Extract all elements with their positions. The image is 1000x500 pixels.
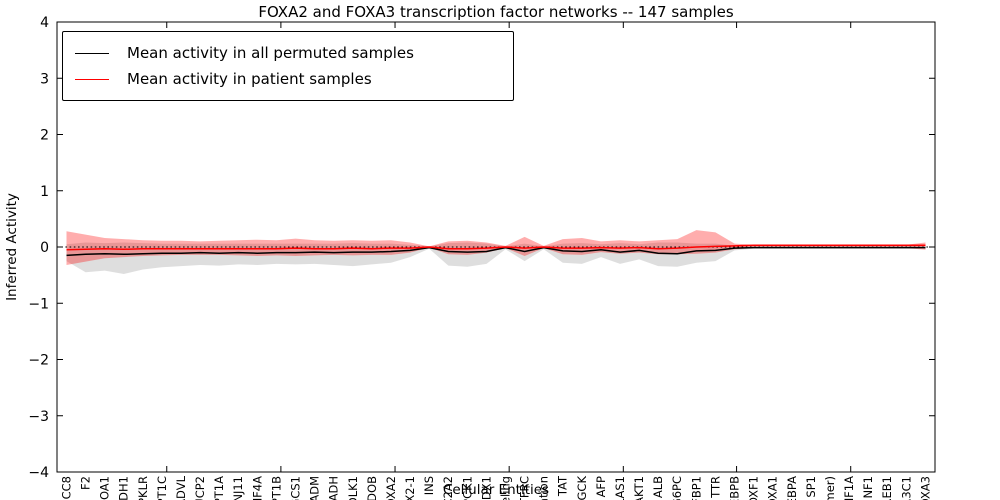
- legend-label: Mean activity in patient samples: [127, 70, 372, 88]
- x-tick-label: ABCC8: [59, 476, 73, 500]
- x-tick-label: SP1: [804, 476, 818, 498]
- x-tick-label: HMGCS1: [288, 476, 302, 500]
- x-tick-label: FOXA2: [384, 476, 398, 500]
- x-tick-label: HNF4A: [250, 476, 264, 500]
- legend-line-sample-black: [75, 52, 109, 54]
- x-tick-label: AFP: [594, 476, 608, 497]
- x-tick-label: AKT1: [632, 476, 646, 500]
- y-tick-label: 3: [40, 71, 49, 87]
- x-tick-label: UCP2: [193, 476, 207, 500]
- legend-entry-patient: Mean activity in patient samples: [75, 66, 501, 92]
- x-tick-label: G6PC: [670, 476, 684, 500]
- patient-mean-line: [66, 244, 926, 251]
- legend-label: Mean activity in all permuted samples: [127, 44, 414, 62]
- y-tick-label: 2: [40, 128, 49, 144]
- x-tick-label: HNF1A: [842, 476, 856, 500]
- x-tick-label: CREB1: [880, 476, 894, 500]
- chart-title: FOXA2 and FOXA3 transcription factor net…: [258, 3, 734, 21]
- y-tick-label: 0: [40, 240, 49, 256]
- x-tick-label: NF1: [861, 476, 875, 499]
- x-tick-label: FOXA3: [918, 476, 932, 500]
- x-tick-label: CEBPB: [727, 476, 741, 500]
- x-tick-label: INS: [422, 476, 436, 495]
- x-axis-label: Cellular Entities: [442, 482, 550, 498]
- x-tick-label: CPT1A: [212, 476, 226, 500]
- x-tick-label: ALAS1: [613, 476, 627, 500]
- x-tick-label: PCK1: [460, 476, 474, 500]
- y-tick-label: −2: [28, 353, 49, 369]
- permuted-mean-line: [66, 246, 926, 257]
- x-tick-label: TFRC: [518, 476, 532, 500]
- x-tick-label: KCNJ11: [231, 476, 245, 500]
- x-tick-label: ALB: [651, 476, 665, 498]
- x-tick-label: SLC2A2: [441, 476, 455, 500]
- x-tick-label: ACADM: [308, 476, 322, 500]
- x-tick-label: TAT: [556, 475, 570, 497]
- legend-line-sample-red: [75, 78, 109, 80]
- legend-entry-permuted: Mean activity in all permuted samples: [75, 40, 501, 66]
- x-tick-label: FOXF1: [747, 476, 761, 500]
- x-tick-label: CPT1B: [269, 476, 283, 500]
- y-axis-label: Inferred Activity: [4, 193, 20, 301]
- x-tick-label: DLK1: [346, 476, 360, 500]
- y-tick-label: 4: [40, 15, 49, 31]
- x-tick-label: APOA1: [98, 476, 112, 500]
- x-tick-label: PKLR: [136, 476, 150, 500]
- y-tick-label: 1: [40, 184, 49, 200]
- x-tick-label: PDX1: [479, 476, 493, 500]
- x-tick-label: F2: [79, 476, 93, 490]
- x-tick-label: TTR: [708, 476, 722, 499]
- x-tick-label: chromatin remodeling: [498, 476, 512, 500]
- x-tick-label: response to starvation: [537, 476, 551, 500]
- x-tick-label: ALDOB: [365, 476, 379, 500]
- x-tick-label: HADH: [327, 476, 341, 500]
- y-tick-label: −1: [28, 296, 49, 312]
- y-tick-label: −3: [28, 409, 49, 425]
- x-tick-label: IGFBP1: [689, 476, 703, 500]
- x-tick-label: NR3C1: [899, 476, 913, 500]
- x-tick-label: BDH1: [117, 476, 131, 500]
- x-tick-label: ACADVL: [174, 475, 188, 500]
- x-tick-label: NKX2-1: [403, 476, 417, 500]
- x-tick-label: CPT1C: [155, 476, 169, 500]
- x-tick-label: FOXA1: [766, 476, 780, 500]
- x-tick-label: CEBPA: [785, 476, 799, 500]
- legend: Mean activity in all permuted samples Me…: [62, 31, 514, 101]
- y-tick-label: −4: [28, 465, 49, 481]
- x-tick-label: GCK: [575, 476, 589, 500]
- x-tick-label: HNF1A (dimer): [823, 476, 837, 500]
